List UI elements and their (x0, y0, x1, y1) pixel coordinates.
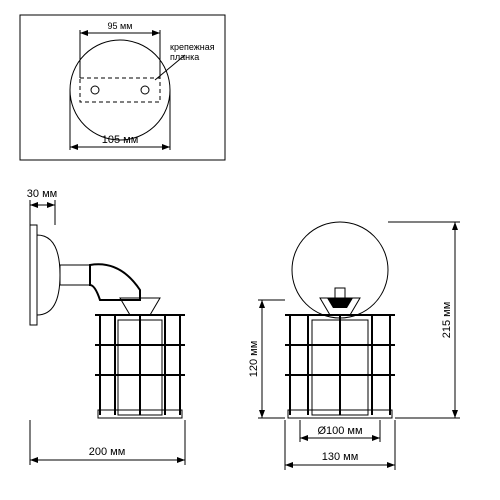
arm-icon (90, 264, 140, 300)
dim-120-label: 120 мм (248, 341, 260, 378)
top-inset: 95 мм крепежная планка 105 мм (20, 15, 225, 160)
dim-d100-label: Ø100 мм (317, 425, 362, 437)
mounting-plate (80, 78, 160, 102)
side-view: 30 мм 200 мм (27, 188, 185, 465)
technical-drawing: 95 мм крепежная планка 105 мм 30 мм (0, 0, 500, 500)
hole-right (141, 86, 149, 94)
front-view: 120 мм 215 мм Ø100 мм 130 мм (248, 222, 460, 470)
plate-label-1: крепежная (170, 42, 215, 52)
dim-105-label: 105 мм (102, 134, 139, 146)
plate-label-2: планка (170, 52, 199, 62)
dim-30-label: 30 мм (27, 188, 57, 200)
hole-left (91, 86, 99, 94)
dim-130-label: 130 мм (322, 451, 359, 463)
dim-200-label: 200 мм (89, 446, 126, 458)
dim-215-label: 215 мм (441, 302, 453, 339)
base-circle (70, 40, 170, 140)
dim-95-label: 95 мм (108, 21, 133, 31)
